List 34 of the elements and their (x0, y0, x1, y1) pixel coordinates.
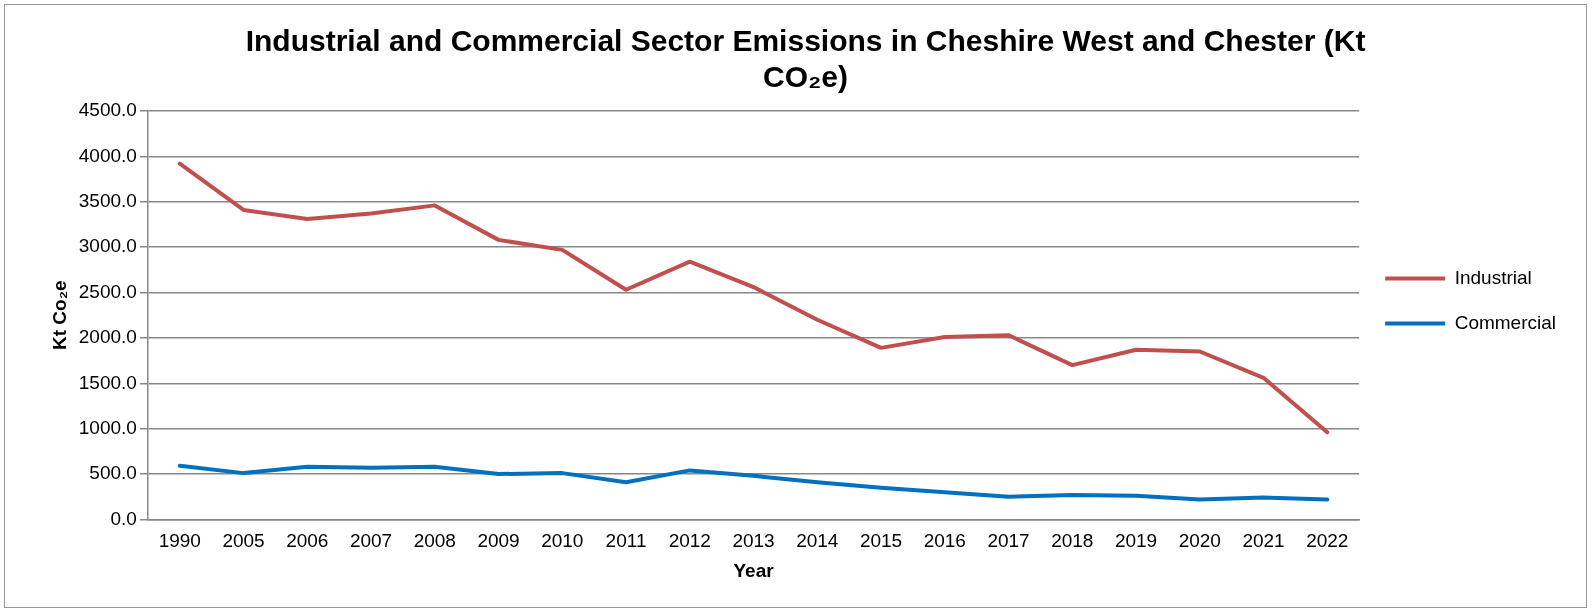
x-tick-label: 2017 (987, 530, 1030, 552)
legend-label: Industrial (1454, 266, 1532, 288)
y-tick-label: 4000.0 (78, 144, 137, 166)
x-tick-label: 2016 (923, 530, 966, 552)
x-tick-label: 2019 (1114, 530, 1158, 552)
x-tick-label: 1990 (158, 530, 201, 552)
y-tick-label: 3000.0 (78, 235, 137, 257)
legend-label: Commercial (1454, 311, 1557, 333)
x-tick-label: 2022 (1306, 530, 1349, 552)
y-tick-label: 3500.0 (78, 189, 137, 211)
x-tick-label: 2005 (222, 530, 265, 552)
y-tick-label: 2000.0 (78, 326, 137, 348)
y-tick-label: 2500.0 (78, 280, 137, 302)
x-tick-label: 2020 (1178, 530, 1221, 552)
x-tick-label: 2015 (859, 530, 903, 552)
y-tick-label: 1000.0 (78, 416, 137, 438)
x-tick-label: 2006 (286, 530, 329, 552)
x-tick-label: 2021 (1242, 530, 1285, 552)
x-tick-label: 2013 (732, 530, 775, 552)
x-tick-label: 2014 (796, 530, 839, 552)
x-tick-label: 2018 (1051, 530, 1094, 552)
y-tick-label: 4500.0 (78, 99, 137, 121)
chart-title: Industrial and Commercial Sector Emissions in Cheshire West and Chester (Kt CO₂e) (245, 24, 1366, 94)
x-tick-label: 2009 (477, 530, 520, 552)
x-tick-label: 2011 (605, 530, 647, 552)
y-axis-title: Kt Co₂e (48, 280, 70, 351)
x-tick-label: 2008 (413, 530, 456, 552)
x-tick-label: 2012 (668, 530, 711, 552)
x-tick-label: 2010 (541, 530, 584, 552)
y-tick-label: 1500.0 (78, 371, 137, 393)
x-axis-title: Year (733, 559, 775, 581)
y-tick-label: 0.0 (110, 507, 137, 529)
x-tick-label: 2007 (349, 530, 393, 552)
y-tick-label: 500.0 (89, 462, 137, 484)
